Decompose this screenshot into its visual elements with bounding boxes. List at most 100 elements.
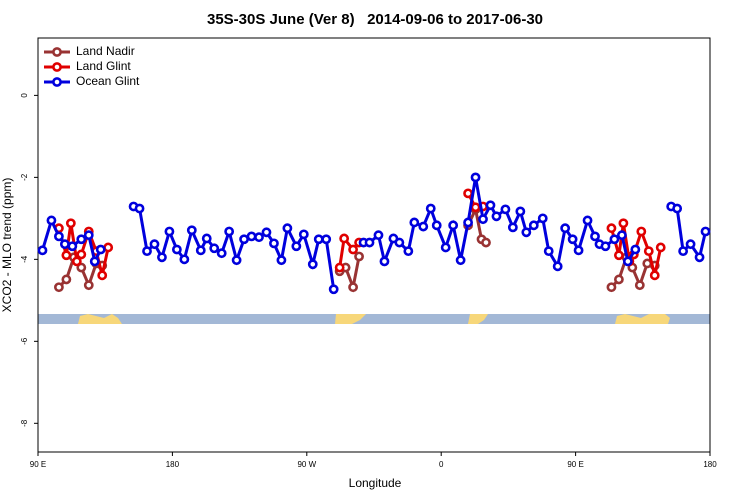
point (83, 230, 94, 241)
point (678, 246, 689, 257)
point (61, 250, 72, 261)
y-tick-label: -4 (20, 255, 29, 263)
point (614, 250, 624, 261)
point (201, 233, 212, 244)
point (582, 215, 593, 226)
point (543, 246, 554, 257)
point (616, 230, 627, 241)
point (560, 223, 571, 234)
point (614, 274, 624, 285)
point (195, 245, 206, 256)
point (478, 214, 488, 225)
point (379, 256, 390, 267)
legend-label: Land Nadir (76, 44, 135, 58)
point (83, 280, 94, 291)
point (528, 220, 539, 231)
point (334, 262, 345, 273)
legend-marker (52, 77, 62, 87)
point (463, 217, 473, 228)
point (59, 239, 70, 250)
point (618, 218, 629, 229)
y-tick-label: -2 (20, 173, 29, 181)
legend-label: Ocean Glint (76, 74, 140, 88)
point (394, 237, 405, 248)
point (470, 172, 481, 183)
x-tick-label: 90 E (30, 460, 46, 469)
point (171, 244, 182, 255)
x-tick-label: 180 (166, 460, 180, 469)
point (76, 234, 87, 245)
point (455, 255, 466, 266)
point (282, 223, 293, 234)
point (440, 242, 451, 253)
point (552, 261, 563, 272)
point (354, 251, 364, 262)
point (590, 231, 600, 242)
point (600, 241, 611, 252)
point (95, 244, 106, 255)
point (54, 282, 64, 293)
point (239, 234, 249, 245)
point (485, 200, 496, 211)
legend-marker (52, 62, 62, 72)
point (521, 227, 532, 238)
point (403, 246, 414, 257)
point (224, 226, 235, 237)
point (507, 222, 518, 233)
point (470, 202, 481, 213)
point (630, 244, 641, 255)
point (685, 239, 696, 250)
point (431, 220, 442, 231)
point (636, 226, 647, 237)
point (276, 255, 287, 266)
point (61, 274, 72, 285)
point (700, 226, 711, 237)
point (321, 234, 332, 245)
y-tick-label: -8 (20, 419, 29, 427)
point (103, 242, 114, 253)
x-tick-label: 0 (439, 460, 444, 469)
point (179, 254, 190, 265)
point (134, 203, 145, 214)
point (573, 245, 584, 256)
point (655, 242, 666, 253)
point (37, 245, 48, 256)
chart-title: 35S-30S June (Ver 8) 2014-09-06 to 2017-… (207, 11, 543, 28)
point (328, 284, 339, 295)
point (261, 227, 272, 238)
point (348, 244, 358, 255)
point (463, 188, 473, 199)
point (54, 231, 64, 242)
y-axis-label: XCO2 - MLO trend (ppm) (0, 178, 14, 313)
y-tick-label: 0 (20, 93, 29, 98)
point (649, 270, 660, 281)
point (500, 204, 511, 215)
point (164, 226, 175, 237)
plot-frame (37, 37, 711, 453)
point (157, 252, 167, 263)
point (246, 231, 257, 242)
point (425, 203, 436, 214)
point (622, 256, 633, 267)
point (348, 282, 358, 293)
point (65, 218, 76, 229)
point (76, 249, 87, 260)
point (694, 252, 705, 263)
point (634, 280, 645, 291)
x-tick-label: 90 E (567, 460, 583, 469)
point (89, 256, 100, 267)
point (269, 238, 279, 249)
point (537, 213, 548, 224)
point (409, 217, 420, 228)
legend-marker (52, 47, 62, 57)
point (491, 211, 502, 222)
x-axis-label: Longitude (349, 476, 402, 490)
legend-label: Land Glint (76, 59, 131, 73)
point (186, 225, 197, 236)
point (515, 206, 526, 217)
point (149, 239, 160, 250)
point (97, 270, 108, 281)
point (643, 246, 654, 257)
